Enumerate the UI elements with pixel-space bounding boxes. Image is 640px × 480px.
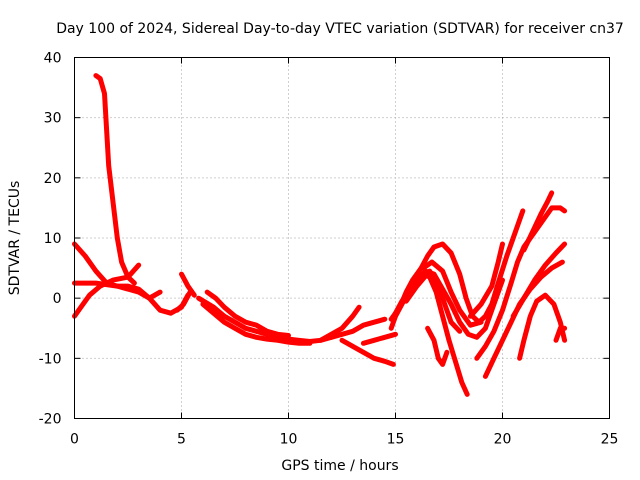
x-tick-label: 10 xyxy=(280,432,298,448)
series-pass-06 xyxy=(179,271,197,298)
series-pass-09 xyxy=(204,289,291,338)
x-tick-label: 20 xyxy=(494,432,512,448)
series-pass-16 xyxy=(393,268,505,340)
y-tick-label: -10 xyxy=(39,351,62,367)
series-pass-18 xyxy=(420,259,484,328)
series-pass-24 xyxy=(521,190,555,253)
series-pass-20 xyxy=(467,241,505,319)
x-axis-label: GPS time / hours xyxy=(281,458,398,474)
series-pass-05 xyxy=(174,289,193,313)
series-pass-19 xyxy=(425,325,450,367)
y-tick-label: 40 xyxy=(44,51,62,67)
y-tick-label: 0 xyxy=(53,291,62,307)
series-pass-01 xyxy=(93,73,137,286)
series-pass-11 xyxy=(328,316,388,340)
series-pass-12 xyxy=(339,337,396,367)
chart-title: Day 100 of 2024, Sidereal Day-to-day VTE… xyxy=(56,21,624,37)
data-series xyxy=(72,73,568,397)
series-pass-21 xyxy=(474,205,568,361)
series-pass-17 xyxy=(403,268,463,334)
series-pass-26 xyxy=(553,325,568,343)
axis-ticks: 0 5 10 15 20 25 -20 -10 0 10 20 30 40 xyxy=(39,51,619,448)
x-tick-label: 15 xyxy=(387,432,405,448)
series-pass-04 xyxy=(72,280,163,301)
series-pass-15 xyxy=(388,208,526,325)
series-pass-02 xyxy=(72,241,191,316)
y-tick-label: 30 xyxy=(44,111,62,127)
series-pass-10 xyxy=(318,304,362,343)
y-tick-label: -20 xyxy=(39,412,62,428)
grid-lines xyxy=(74,57,610,419)
y-tick-label: 20 xyxy=(44,171,62,187)
series-pass-25 xyxy=(517,292,568,361)
x-tick-label: 25 xyxy=(601,432,619,448)
series-pass-23 xyxy=(510,241,568,319)
series-pass-08 xyxy=(200,301,313,346)
x-tick-label: 5 xyxy=(177,432,186,448)
y-axis-label: SDTVAR / TECUs xyxy=(7,181,23,296)
series-pass-13 xyxy=(360,331,398,346)
x-tick-label: 0 xyxy=(70,432,79,448)
y-tick-label: 10 xyxy=(44,231,62,247)
